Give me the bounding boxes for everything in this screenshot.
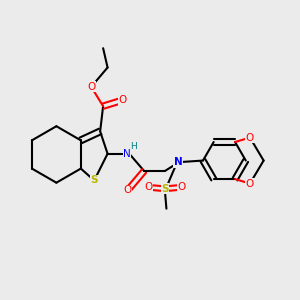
Text: O: O <box>246 178 254 188</box>
Text: O: O <box>177 182 185 192</box>
Text: N: N <box>123 149 131 159</box>
Text: O: O <box>124 185 132 195</box>
Text: O: O <box>118 95 127 105</box>
Text: O: O <box>87 82 95 92</box>
Text: O: O <box>246 133 254 142</box>
Text: H: H <box>130 142 137 151</box>
Text: S: S <box>161 184 169 194</box>
Text: S: S <box>91 176 98 185</box>
Text: N: N <box>174 157 183 167</box>
Text: O: O <box>145 182 153 192</box>
